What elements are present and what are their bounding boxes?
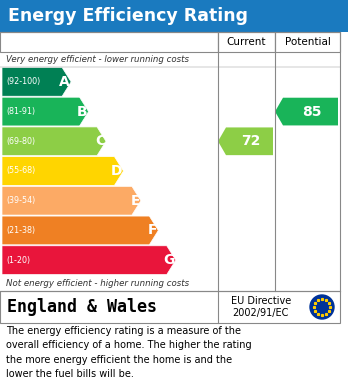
Bar: [275, 32, 340, 52]
Text: 72: 72: [241, 134, 260, 148]
Polygon shape: [2, 68, 71, 96]
Text: (92-100): (92-100): [6, 77, 40, 86]
Text: A: A: [60, 75, 70, 89]
Polygon shape: [2, 97, 89, 126]
Polygon shape: [2, 187, 141, 215]
Text: B: B: [77, 104, 88, 118]
Bar: [0, 291, 340, 323]
Text: G: G: [164, 253, 175, 267]
Text: (1-20): (1-20): [6, 256, 30, 265]
Polygon shape: [275, 98, 338, 126]
Text: Very energy efficient - lower running costs: Very energy efficient - lower running co…: [6, 55, 189, 64]
Text: (55-68): (55-68): [6, 167, 35, 176]
Text: Potential: Potential: [285, 37, 331, 47]
Text: Energy Efficiency Rating: Energy Efficiency Rating: [8, 7, 248, 25]
Bar: [0, 32, 218, 52]
Polygon shape: [2, 216, 158, 245]
Polygon shape: [218, 127, 273, 155]
Polygon shape: [2, 246, 176, 274]
Circle shape: [310, 295, 334, 319]
Polygon shape: [2, 127, 106, 156]
Polygon shape: [2, 157, 124, 185]
Text: E: E: [130, 194, 140, 208]
Text: (21-38): (21-38): [6, 226, 35, 235]
Text: F: F: [148, 223, 157, 237]
Text: C: C: [95, 134, 105, 148]
Text: (69-80): (69-80): [6, 137, 35, 146]
Text: 85: 85: [302, 104, 321, 118]
Bar: [0, 0, 348, 32]
Text: England & Wales: England & Wales: [7, 298, 157, 316]
Text: Not energy efficient - higher running costs: Not energy efficient - higher running co…: [6, 278, 189, 287]
Text: EU Directive
2002/91/EC: EU Directive 2002/91/EC: [231, 296, 291, 318]
Text: The energy efficiency rating is a measure of the
overall efficiency of a home. T: The energy efficiency rating is a measur…: [6, 326, 252, 379]
Text: Current: Current: [227, 37, 266, 47]
Text: (81-91): (81-91): [6, 107, 35, 116]
Text: D: D: [111, 164, 122, 178]
Text: (39-54): (39-54): [6, 196, 35, 205]
Bar: [218, 32, 275, 52]
